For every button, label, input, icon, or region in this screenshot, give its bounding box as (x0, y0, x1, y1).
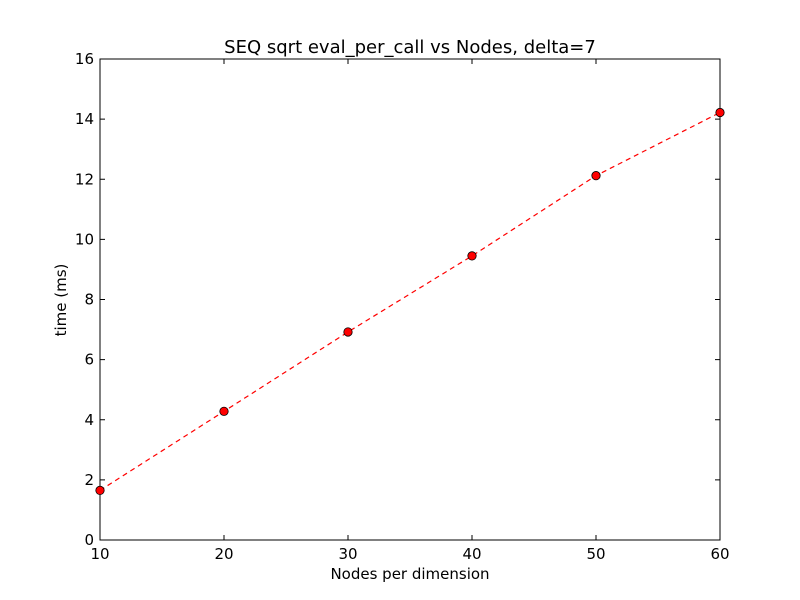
data-point (467, 251, 477, 261)
x-tick-label: 40 (462, 545, 481, 563)
y-axis-label: time (ms) (52, 264, 70, 337)
axis-ticks (99, 58, 721, 541)
y-tick-label: 12 (75, 170, 94, 188)
data-point (715, 107, 725, 118)
chart-title: SEQ sqrt eval_per_call vs Nodes, delta=7 (224, 37, 596, 58)
y-tick-label: 14 (75, 110, 94, 128)
tick-labels: 10 20 30 40 50 60 0 2 4 6 8 10 12 14 16 (75, 50, 730, 563)
x-tick-label: 20 (214, 545, 233, 563)
y-tick-label: 2 (84, 471, 94, 489)
x-tick-label: 10 (90, 545, 109, 563)
data-point (343, 327, 353, 337)
x-axis-label: Nodes per dimension (330, 565, 489, 583)
y-tick-label: 10 (75, 230, 94, 248)
data-point (591, 171, 601, 181)
data-point (95, 485, 105, 495)
x-tick-label: 50 (586, 545, 605, 563)
data-point (219, 406, 229, 416)
plot-area (99, 58, 721, 541)
y-tick-label: 4 (84, 411, 94, 429)
y-tick-label: 0 (84, 531, 94, 549)
x-tick-label: 60 (710, 545, 729, 563)
y-tick-label: 16 (75, 50, 94, 68)
series-layer (95, 107, 725, 495)
y-tick-label: 6 (84, 351, 94, 369)
x-tick-label: 30 (338, 545, 357, 563)
y-tick-label: 8 (84, 291, 94, 309)
